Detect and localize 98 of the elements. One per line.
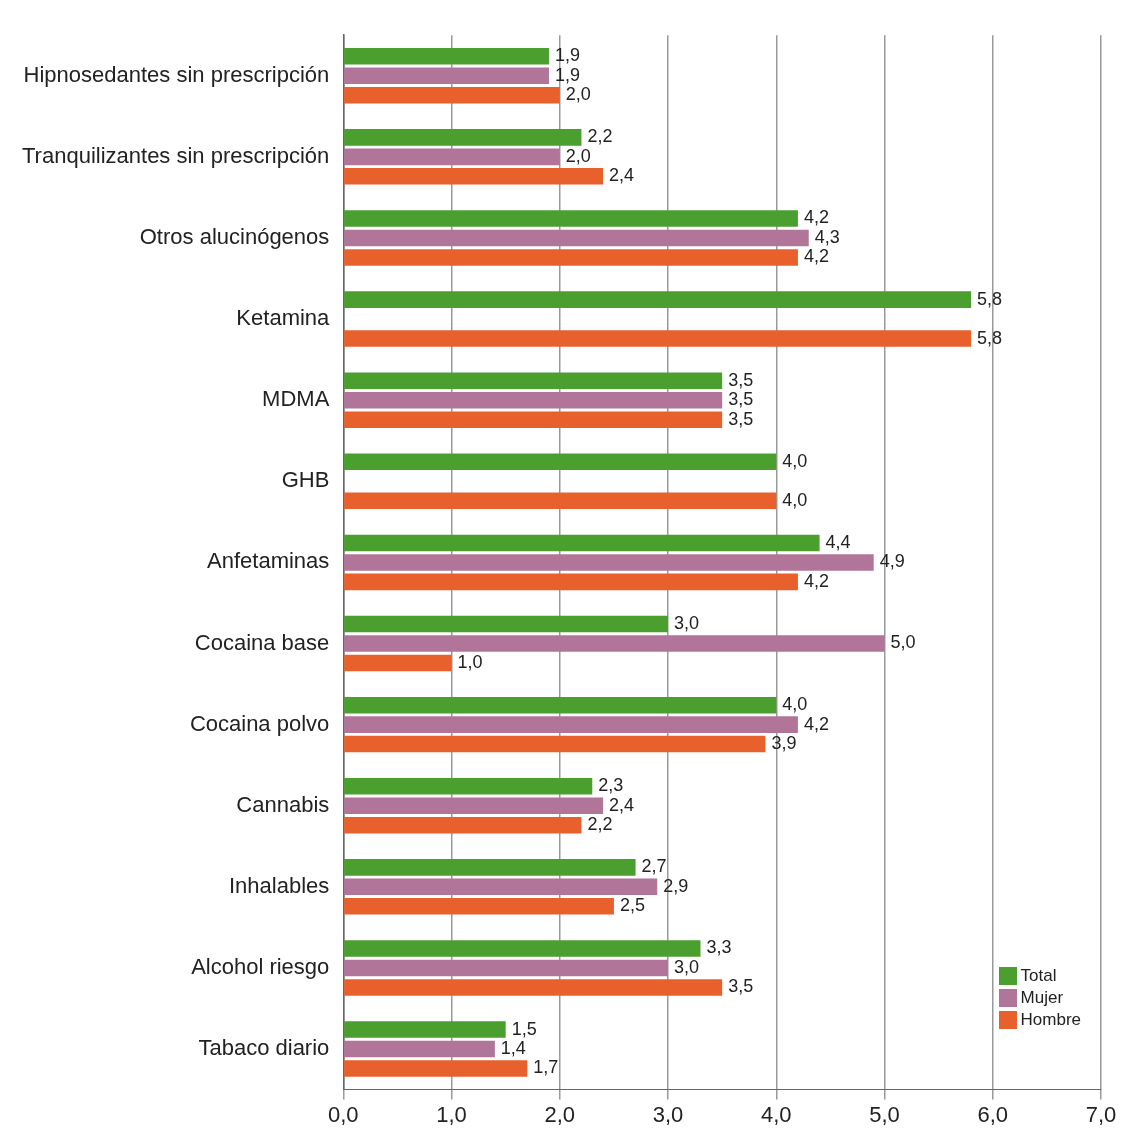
y-tick-label: Otros alucinógenos <box>139 224 330 250</box>
data-label: 4,0 <box>782 694 808 715</box>
bar <box>344 330 972 347</box>
bar <box>344 716 798 733</box>
bar <box>344 573 798 591</box>
data-label: 2,4 <box>609 794 635 815</box>
bar <box>344 391 723 409</box>
x-tick-label: 7,0 <box>1085 1101 1117 1127</box>
y-tick-label: Cannabis <box>236 791 330 817</box>
bar <box>344 1021 506 1038</box>
bar <box>344 67 549 85</box>
bar <box>344 940 701 957</box>
y-tick-label: Alcohol riesgo <box>191 954 330 979</box>
x-tick-label: 0,0 <box>328 1101 359 1127</box>
bar <box>344 878 658 896</box>
y-tick-label: Hipnosedantes sin prescripción <box>23 61 330 87</box>
bar <box>344 777 593 795</box>
y-tick-label: GHB <box>281 467 330 493</box>
data-label: 1,7 <box>533 1057 559 1078</box>
data-label: 3,5 <box>728 976 754 997</box>
bar <box>344 797 604 814</box>
bar <box>344 615 669 633</box>
data-label: 3,5 <box>728 408 754 429</box>
data-label: 3,9 <box>771 733 797 754</box>
bar <box>344 453 777 471</box>
bar <box>344 168 604 185</box>
data-label: 3,3 <box>706 937 732 958</box>
data-label: 3,5 <box>728 369 754 390</box>
bar <box>344 898 614 915</box>
y-tick-label: Inhalables <box>229 872 330 898</box>
data-label: 2,3 <box>598 775 624 796</box>
legend-label: Mujer <box>1020 988 1064 1008</box>
bar <box>344 654 452 672</box>
bar <box>344 411 723 428</box>
bar <box>344 1060 528 1077</box>
data-label: 4,9 <box>879 551 905 572</box>
x-tick-label: 3,0 <box>652 1101 684 1127</box>
data-label: 4,2 <box>803 246 829 267</box>
data-label: 1,9 <box>554 45 581 66</box>
x-tick-label: 2,0 <box>544 1101 576 1127</box>
data-label: 3,5 <box>728 389 754 410</box>
data-label: 4,0 <box>782 489 808 510</box>
y-tick-label: Ketamina <box>236 305 331 331</box>
data-label: 5,0 <box>890 632 916 653</box>
bar <box>344 249 798 266</box>
bar <box>344 148 560 166</box>
data-label: 4,2 <box>803 207 829 228</box>
bar <box>344 372 723 389</box>
data-label: 4,2 <box>803 713 829 734</box>
y-tick-label: Cocaina base <box>194 629 330 655</box>
bar <box>344 959 669 977</box>
bar <box>344 735 766 753</box>
data-label: 2,5 <box>619 895 645 916</box>
data-label: 4,3 <box>814 226 840 247</box>
bar <box>344 291 972 308</box>
bar <box>344 229 809 247</box>
data-label: 1,0 <box>457 651 483 672</box>
bar <box>344 1040 495 1058</box>
y-tick-label: Cocaina polvo <box>189 710 330 736</box>
legend-label: Total <box>1020 966 1057 986</box>
data-label: 2,2 <box>587 814 613 835</box>
bar <box>344 554 874 571</box>
bar <box>344 534 820 552</box>
x-tick-label: 6,0 <box>977 1101 1009 1127</box>
data-label: 1,9 <box>554 64 581 85</box>
data-label: 1,4 <box>500 1038 526 1059</box>
bar <box>344 86 560 104</box>
data-label: 2,9 <box>663 875 689 896</box>
data-label: 1,5 <box>511 1018 537 1039</box>
data-label: 3,0 <box>674 613 700 634</box>
data-label: 5,8 <box>977 327 1003 348</box>
bar <box>344 635 885 652</box>
bar <box>344 816 582 834</box>
data-label: 4,0 <box>782 450 808 471</box>
bar <box>344 696 777 714</box>
data-label: 4,2 <box>803 570 829 591</box>
data-label: 2,0 <box>565 84 591 105</box>
x-tick-label: 1,0 <box>436 1101 467 1127</box>
data-label: 2,0 <box>565 145 591 166</box>
data-label: 2,7 <box>641 856 667 877</box>
bar <box>344 492 777 510</box>
legend-label: Hombre <box>1020 1010 1081 1030</box>
data-label: 2,2 <box>587 126 613 147</box>
bar <box>344 210 798 227</box>
data-label: 2,4 <box>609 165 635 186</box>
data-label: 3,0 <box>674 956 700 977</box>
y-tick-label: MDMA <box>262 386 330 412</box>
y-tick-label: Tabaco diario <box>198 1035 330 1061</box>
data-label: 4,4 <box>825 531 851 552</box>
data-label: 5,8 <box>977 288 1003 309</box>
bar <box>344 129 582 146</box>
bar <box>344 48 549 65</box>
y-tick-label: Anfetaminas <box>207 548 330 574</box>
x-tick-label: 4,0 <box>760 1101 792 1127</box>
y-tick-label: Tranquilizantes sin prescripción <box>22 142 330 168</box>
bar <box>344 859 636 876</box>
bar <box>344 979 723 996</box>
x-tick-label: 5,0 <box>869 1101 900 1127</box>
